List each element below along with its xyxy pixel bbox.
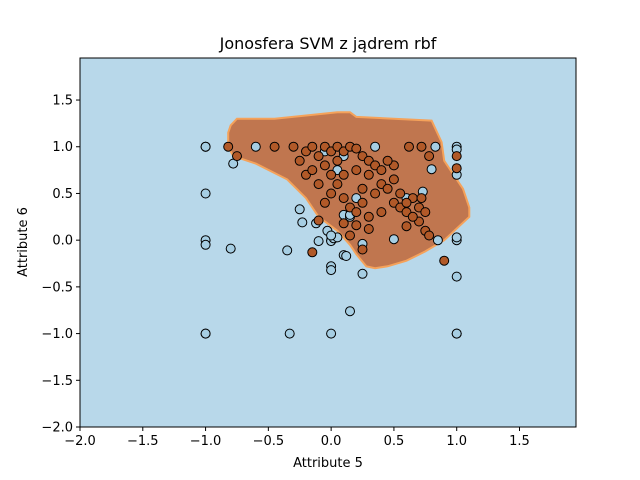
data-point-a [225, 243, 236, 254]
data-point-a [313, 236, 324, 247]
y-tick-label: 1.0 [52, 140, 73, 155]
data-point-b [307, 141, 318, 152]
data-point-b [326, 169, 337, 180]
data-point-a [326, 328, 337, 339]
x-tick-label: 1.0 [446, 434, 467, 449]
x-axis: −2.0 −1.5 −1.0 −0.5 0.0 0.5 1.0 1.5 [64, 427, 530, 449]
y-tick-label: −1.0 [41, 327, 73, 342]
data-point-b [351, 143, 362, 154]
data-point-a [282, 245, 293, 256]
data-point-b [288, 141, 299, 152]
data-point-a [326, 265, 337, 276]
data-point-a [341, 251, 352, 261]
data-point-b [345, 230, 355, 241]
data-point-a [200, 328, 211, 339]
data-point-a [326, 230, 337, 241]
data-point-b [416, 141, 427, 152]
x-tick-label: 0.5 [384, 434, 405, 449]
x-axis-label: Attribute 5 [293, 456, 363, 471]
y-tick-label: −2.0 [41, 421, 73, 436]
data-point-b [451, 163, 462, 174]
data-point-b [376, 165, 387, 176]
data-point-b [332, 155, 343, 166]
data-point-b [319, 197, 330, 208]
data-point-b [382, 183, 393, 194]
data-point-a [200, 239, 211, 250]
data-point-b [395, 188, 406, 199]
data-point-b [363, 211, 374, 222]
data-point-a [432, 235, 443, 246]
data-point-a [284, 328, 295, 339]
data-point-a [200, 188, 211, 199]
data-point-b [351, 220, 362, 231]
x-tick-label: 1.5 [509, 434, 530, 449]
data-point-b [313, 179, 324, 190]
x-tick-label: −2.0 [64, 434, 96, 449]
data-point-a [388, 234, 399, 245]
data-point-a [451, 232, 462, 243]
chart-title: Jonosfera SVM z jądrem rbf [219, 34, 437, 53]
data-point-b [388, 174, 399, 185]
data-point-b [338, 169, 349, 180]
y-tick-label: −1.5 [41, 374, 73, 389]
data-point-b [424, 230, 435, 241]
y-tick-label: 0.5 [52, 187, 73, 202]
data-point-b [351, 165, 362, 176]
data-point-a [451, 271, 462, 282]
data-point-b [357, 244, 368, 255]
data-point-b [332, 179, 343, 190]
data-point-b [319, 160, 330, 171]
data-point-b [370, 188, 381, 199]
data-point-b [376, 207, 387, 218]
data-point-a [370, 141, 381, 152]
data-point-b [401, 197, 412, 208]
y-tick-label: −0.5 [41, 280, 73, 295]
y-axis-label: Attribute 6 [16, 207, 31, 277]
data-point-b [382, 155, 393, 166]
y-tick-label: 1.5 [52, 94, 73, 109]
data-point-a [345, 306, 355, 317]
data-point-b [307, 247, 318, 258]
data-point-b [407, 211, 418, 222]
plot-frame [79, 57, 577, 428]
data-point-a [357, 268, 368, 279]
data-point-b [357, 197, 368, 208]
data-point-b [363, 169, 374, 180]
data-point-a [451, 328, 462, 339]
data-point-b [338, 193, 349, 204]
data-point-b [363, 224, 374, 234]
data-point-b [307, 165, 318, 176]
data-point-a [430, 141, 441, 152]
data-point-a [297, 217, 308, 228]
data-point-b [269, 141, 280, 152]
data-point-b [223, 141, 234, 152]
data-point-b [232, 151, 242, 162]
y-axis: −2.0 −1.5 −1.0 −0.5 0.0 0.5 1.0 1.5 [41, 94, 80, 436]
data-point-b [294, 155, 305, 166]
x-tick-label: −1.5 [127, 434, 159, 449]
data-point-a [294, 204, 305, 215]
x-tick-label: −0.5 [253, 434, 285, 449]
data-point-b [420, 207, 431, 218]
data-point-b [439, 255, 450, 266]
data-point-b [338, 218, 349, 229]
data-point-b [357, 183, 368, 194]
points-layer [200, 141, 462, 339]
data-point-b [451, 151, 462, 162]
data-point-b [313, 151, 324, 162]
data-point-b [424, 151, 435, 162]
data-point-b [351, 207, 362, 218]
x-tick-label: 0.0 [321, 434, 342, 449]
data-point-b [401, 221, 412, 232]
data-point-b [404, 141, 414, 152]
data-point-b [326, 188, 337, 199]
data-point-b [313, 215, 324, 226]
data-point-a [200, 141, 211, 152]
data-point-a [426, 164, 437, 175]
data-point-a [250, 141, 261, 152]
x-tick-label: −1.0 [190, 434, 222, 449]
y-tick-label: 0.0 [52, 234, 73, 249]
data-point-b [416, 193, 427, 204]
